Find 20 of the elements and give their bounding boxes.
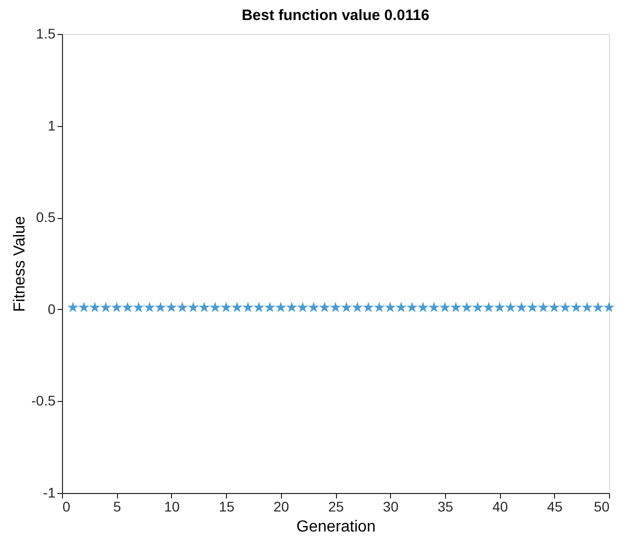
- y-tick-label: 0: [48, 300, 56, 317]
- x-tick-label: 30: [382, 498, 399, 514]
- x-tick-label: 35: [438, 498, 454, 514]
- x-tick-label: 5: [113, 498, 122, 514]
- x-axis-title: Generation: [296, 518, 376, 536]
- x-tick-label: 15: [218, 498, 235, 514]
- y-tick-label: -1: [43, 484, 56, 500]
- chart-title: Best function value 0.0116: [242, 7, 430, 24]
- x-tick-label: 0: [62, 498, 70, 514]
- x-tick-label: 50: [594, 498, 610, 514]
- x-tick-label: 20: [274, 498, 290, 514]
- x-tick-label: 25: [328, 498, 344, 514]
- y-tick-label: 0.5: [36, 209, 56, 226]
- y-axis-title: Fitness Value: [11, 216, 28, 312]
- y-tick-label: -0.5: [31, 392, 56, 409]
- y-tick-label: 1.5: [36, 26, 56, 42]
- x-tick-label: 45: [547, 498, 563, 514]
- x-tick-label: 40: [492, 498, 508, 514]
- y-tick-label: 1: [48, 117, 56, 134]
- x-tick-label: 10: [164, 498, 180, 514]
